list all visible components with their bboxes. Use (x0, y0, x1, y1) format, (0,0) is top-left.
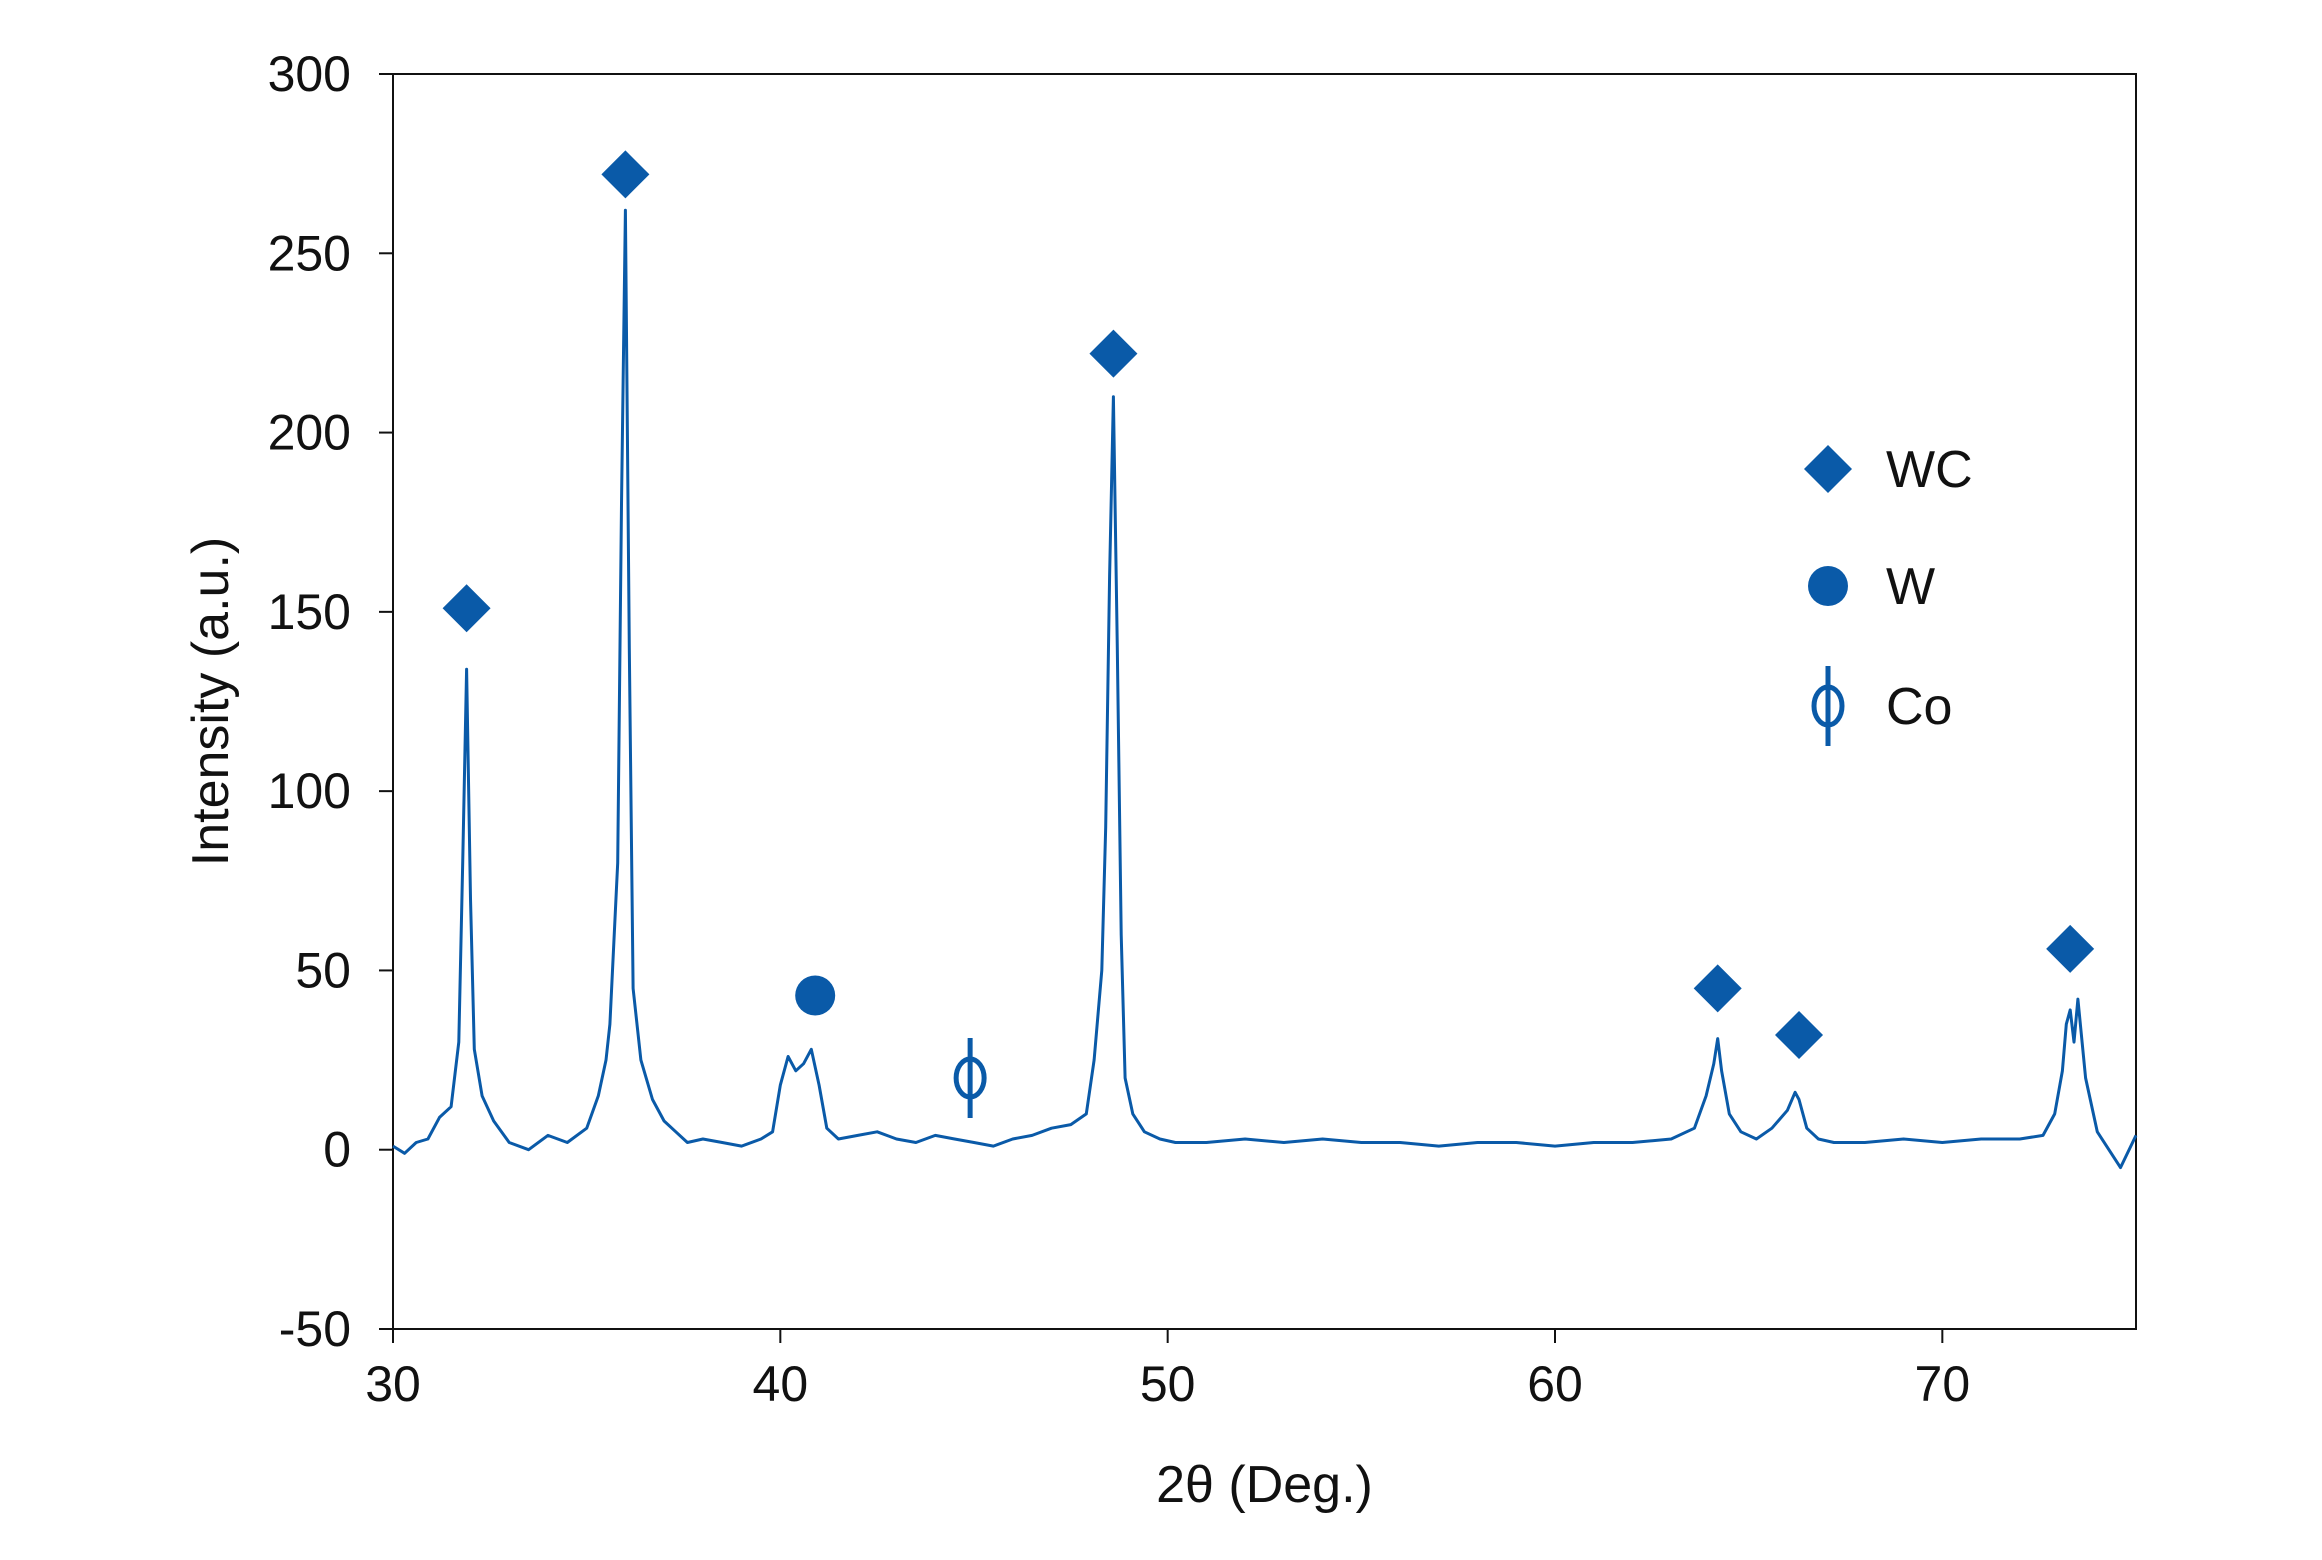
y-axis-label: Intensity (a.u.) (182, 537, 240, 866)
legend-w-icon (1808, 566, 1848, 606)
y-tick-label: 250 (268, 225, 351, 281)
wc-peak-marker (442, 584, 491, 633)
legend-label-w: W (1886, 558, 1935, 616)
x-axis-label: 2θ (Deg.) (1156, 1456, 1373, 1514)
wc-peak-marker (1089, 329, 1138, 378)
legend-co-icon (1811, 666, 1845, 746)
x-tick-label: 50 (1140, 1356, 1196, 1412)
co-peak-marker (953, 1038, 987, 1118)
wc-peak-marker (1693, 964, 1742, 1013)
legend-wc-icon (1804, 445, 1852, 493)
wc-peak-marker (1775, 1010, 1824, 1059)
x-tick-label: 30 (365, 1356, 421, 1412)
y-tick-label: 200 (268, 405, 351, 461)
wc-peak-marker (601, 150, 650, 199)
axes: -50 0 50 100 150 200 250 300 30 40 50 60 70 (268, 46, 2137, 1412)
y-tick-label: 0 (323, 1122, 351, 1178)
x-tick-label: 70 (1915, 1356, 1971, 1412)
series-layer (392, 208, 2138, 1170)
y-tick-label: -50 (279, 1301, 351, 1357)
legend-label-wc: WC (1886, 441, 1973, 499)
y-tick-label: 50 (295, 942, 351, 998)
plot-frame (392, 73, 2137, 1330)
xrd-pattern-line (392, 208, 2138, 1170)
legend: WC W Co (1804, 441, 1973, 746)
y-tick-label: 300 (268, 46, 351, 102)
y-tick-label: 150 (268, 584, 351, 640)
y-tick-label: 100 (268, 763, 351, 819)
legend-label-co: Co (1886, 678, 1952, 736)
wc-peak-marker (2046, 924, 2095, 973)
x-tick-label: 60 (1527, 1356, 1583, 1412)
peak-markers (442, 150, 2095, 1118)
x-tick-label: 40 (753, 1356, 809, 1412)
w-peak-marker (795, 975, 836, 1016)
